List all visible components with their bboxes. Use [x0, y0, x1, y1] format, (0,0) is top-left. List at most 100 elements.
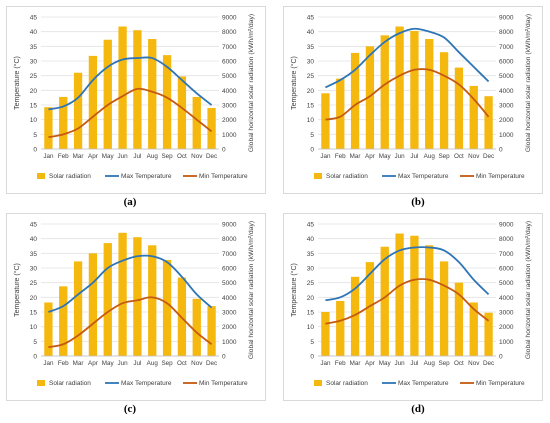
y-tick-label: 10	[307, 324, 315, 331]
y-tick-label: 15	[307, 310, 315, 317]
solar-bar	[350, 52, 360, 149]
max-temperature-line	[325, 27, 490, 89]
max-temperature-line	[48, 56, 213, 111]
y-axis-title: Temperature (°C)	[13, 56, 21, 110]
solar-bar	[425, 245, 434, 356]
y-tick-label: 40	[30, 29, 38, 36]
solar-bar	[454, 67, 464, 149]
x-tick-label: Jan	[320, 360, 331, 367]
legend-label: Max Temperature	[121, 173, 172, 180]
y2-tick-label: 3000	[499, 310, 514, 317]
chart-panel-a: 0 5 10 15 20 25 30 35 40 45 0 1000 2000 3000 4000 5000 6…	[6, 6, 266, 194]
legend-swatch-solar	[37, 380, 45, 386]
y2-tick-label: 7000	[499, 251, 514, 258]
y2-tick-label: 1000	[222, 339, 237, 346]
y-axis-title: Temperature (°C)	[290, 56, 298, 110]
y2-tick-label: 0	[222, 354, 226, 361]
x-tick-label: Mar	[350, 153, 361, 160]
x-tick-label: Jan	[320, 153, 331, 160]
solar-bar	[162, 55, 172, 150]
x-tick-label: Nov	[468, 153, 480, 160]
x-tick-label: Nov	[468, 360, 480, 367]
caption-a: (a)	[123, 196, 137, 208]
x-tick-label: Jul	[410, 360, 418, 367]
y2-tick-label: 8000	[499, 29, 514, 36]
solar-bar	[454, 282, 464, 356]
x-tick-label: Jul	[133, 153, 141, 160]
y2-tick-label: 3000	[222, 310, 237, 317]
y-tick-label: 40	[30, 236, 38, 243]
legend-swatch-solar	[37, 173, 45, 179]
max-temperature-line	[48, 254, 213, 313]
x-tick-label: Sep	[161, 153, 173, 160]
legend-label: Min Temperature	[199, 380, 248, 387]
solar-bar	[192, 298, 201, 356]
solar-bar	[44, 107, 53, 149]
x-tick-label: Feb	[58, 153, 69, 160]
x-tick-label: Sep	[438, 360, 450, 367]
y-tick-label: 0	[310, 354, 314, 361]
y2-axis-title: Global horizontal solar radiation (kWh/m…	[248, 221, 255, 359]
y2-tick-label: 8000	[222, 236, 237, 243]
x-tick-label: Apr	[365, 153, 375, 160]
solar-bar	[162, 259, 172, 356]
y2-tick-label: 9000	[499, 15, 514, 22]
x-tick-label: Dec	[206, 153, 217, 160]
y-tick-label: 0	[310, 147, 314, 154]
x-tick-label: Aug	[424, 153, 436, 160]
y-tick-label: 30	[307, 59, 315, 66]
y-tick-label: 15	[307, 103, 315, 110]
solar-bar	[59, 286, 68, 356]
y2-tick-label: 7000	[499, 44, 514, 51]
y-axis-title: Temperature (°C)	[13, 263, 21, 317]
y2-tick-label: 5000	[499, 280, 514, 287]
x-tick-label: May	[379, 360, 392, 367]
y2-tick-label: 7000	[222, 251, 237, 258]
solar-bar	[207, 306, 216, 356]
solar-bar	[59, 96, 68, 149]
y-tick-label: 25	[30, 280, 38, 287]
y2-tick-label: 1000	[499, 339, 514, 346]
y2-tick-label: 2000	[499, 324, 514, 331]
solar-bar	[336, 301, 345, 356]
x-tick-label: Apr	[88, 153, 98, 160]
solar-bar	[133, 237, 142, 356]
solar-bar	[118, 232, 127, 356]
y2-tick-label: 2000	[222, 324, 237, 331]
solar-bar	[439, 52, 449, 150]
solar-bar	[365, 46, 375, 150]
y-tick-label: 20	[307, 295, 315, 302]
y2-tick-label: 7000	[222, 44, 237, 51]
solar-bar	[73, 72, 83, 149]
chart-svg-b: 0 5 10 15 20 25 30 35 40 45 0 1000 2000 3000 4000 5000 6…	[290, 14, 532, 180]
y2-tick-label: 3000	[222, 103, 237, 110]
y-tick-label: 0	[33, 354, 37, 361]
chart-svg-d: 0 5 10 15 20 25 30 35 40 45 0 1000 2000 3000 4000 5000 6…	[290, 221, 532, 387]
solar-bar	[177, 76, 187, 149]
y2-tick-label: 1000	[499, 132, 514, 139]
solar-bar	[395, 26, 404, 149]
solar-bar	[395, 233, 404, 356]
solar-bar	[484, 96, 493, 149]
y2-tick-label: 6000	[499, 59, 514, 66]
y2-tick-label: 1000	[222, 132, 237, 139]
x-tick-label: Sep	[438, 153, 450, 160]
chart-panel-b: 0 5 10 15 20 25 30 35 40 45 0 1000 2000 3000 4000 5000 6…	[283, 6, 543, 194]
x-tick-label: Aug	[147, 360, 159, 367]
legend-label: Solar radiation	[326, 380, 368, 387]
y-tick-label: 5	[33, 132, 37, 139]
y-tick-label: 45	[30, 15, 38, 22]
y-tick-label: 15	[30, 310, 38, 317]
y2-tick-label: 2000	[222, 117, 237, 124]
y-axis-title: Temperature (°C)	[290, 263, 298, 317]
legend-label: Min Temperature	[199, 173, 248, 180]
x-tick-label: Feb	[58, 360, 69, 367]
legend-swatch-solar	[314, 380, 322, 386]
legend-swatch-solar	[314, 173, 322, 179]
solar-bar	[410, 235, 419, 356]
y2-tick-label: 2000	[499, 117, 514, 124]
x-tick-label: Jan	[43, 360, 54, 367]
min-temperature-line	[325, 68, 490, 121]
y2-tick-label: 8000	[222, 29, 237, 36]
y2-tick-label: 9000	[222, 222, 237, 229]
